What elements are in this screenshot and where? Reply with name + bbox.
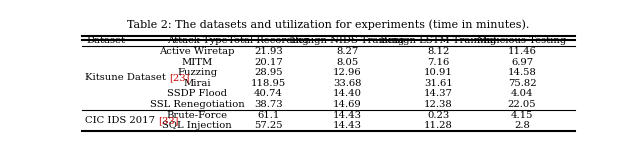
Text: [23]: [23]: [170, 73, 190, 83]
Text: 14.43: 14.43: [333, 111, 362, 119]
Text: Malicious Testing: Malicious Testing: [477, 37, 566, 45]
Text: 8.27: 8.27: [336, 47, 358, 56]
Text: SQL Injection: SQL Injection: [162, 121, 232, 130]
Text: 4.04: 4.04: [511, 89, 533, 98]
Text: Mirai: Mirai: [183, 79, 211, 88]
Text: 31.61: 31.61: [424, 79, 452, 88]
Text: MITM: MITM: [181, 58, 212, 67]
Text: 14.69: 14.69: [333, 100, 362, 109]
Text: Table 2: The datasets and utilization for experiments (time in minutes).: Table 2: The datasets and utilization fo…: [127, 20, 529, 30]
Text: Attack Type: Attack Type: [166, 37, 227, 45]
Text: 40.74: 40.74: [254, 89, 283, 98]
Text: 8.12: 8.12: [427, 47, 449, 56]
Text: 11.28: 11.28: [424, 121, 452, 130]
Text: 0.23: 0.23: [428, 111, 449, 119]
Text: 75.82: 75.82: [508, 79, 536, 88]
Text: 33.68: 33.68: [333, 79, 362, 88]
Text: 12.96: 12.96: [333, 68, 362, 77]
Text: Kitsune Dataset: Kitsune Dataset: [86, 73, 170, 83]
Text: 20.17: 20.17: [254, 58, 283, 67]
Text: 14.37: 14.37: [424, 89, 452, 98]
Text: 14.40: 14.40: [333, 89, 362, 98]
Text: 21.93: 21.93: [254, 47, 283, 56]
Text: SSDP Flood: SSDP Flood: [167, 89, 227, 98]
Text: Benign LSTM Training: Benign LSTM Training: [380, 37, 497, 45]
Text: 4.15: 4.15: [511, 111, 533, 119]
Text: Benign NIDS Training: Benign NIDS Training: [291, 37, 404, 45]
Text: [33]: [33]: [159, 116, 179, 125]
Text: 38.73: 38.73: [254, 100, 283, 109]
Text: 14.58: 14.58: [508, 68, 536, 77]
Text: SSL Renegotiation: SSL Renegotiation: [150, 100, 244, 109]
Text: 14.43: 14.43: [333, 121, 362, 130]
Text: Active Wiretap: Active Wiretap: [159, 47, 235, 56]
Text: 22.05: 22.05: [508, 100, 536, 109]
Text: 28.95: 28.95: [254, 68, 283, 77]
Text: Dataset: Dataset: [86, 37, 125, 45]
Text: CIC IDS 2017: CIC IDS 2017: [86, 116, 159, 125]
Text: 57.25: 57.25: [254, 121, 283, 130]
Text: Total Recording: Total Recording: [228, 37, 308, 45]
Text: 12.38: 12.38: [424, 100, 452, 109]
Text: 11.46: 11.46: [508, 47, 536, 56]
Text: 10.91: 10.91: [424, 68, 452, 77]
Text: 8.05: 8.05: [336, 58, 358, 67]
Text: Fuzzing: Fuzzing: [177, 68, 217, 77]
Text: 2.8: 2.8: [514, 121, 530, 130]
Text: 7.16: 7.16: [428, 58, 449, 67]
Text: 6.97: 6.97: [511, 58, 533, 67]
Text: 118.95: 118.95: [251, 79, 286, 88]
Text: Brute-Force: Brute-Force: [166, 111, 228, 119]
Text: 61.1: 61.1: [257, 111, 280, 119]
